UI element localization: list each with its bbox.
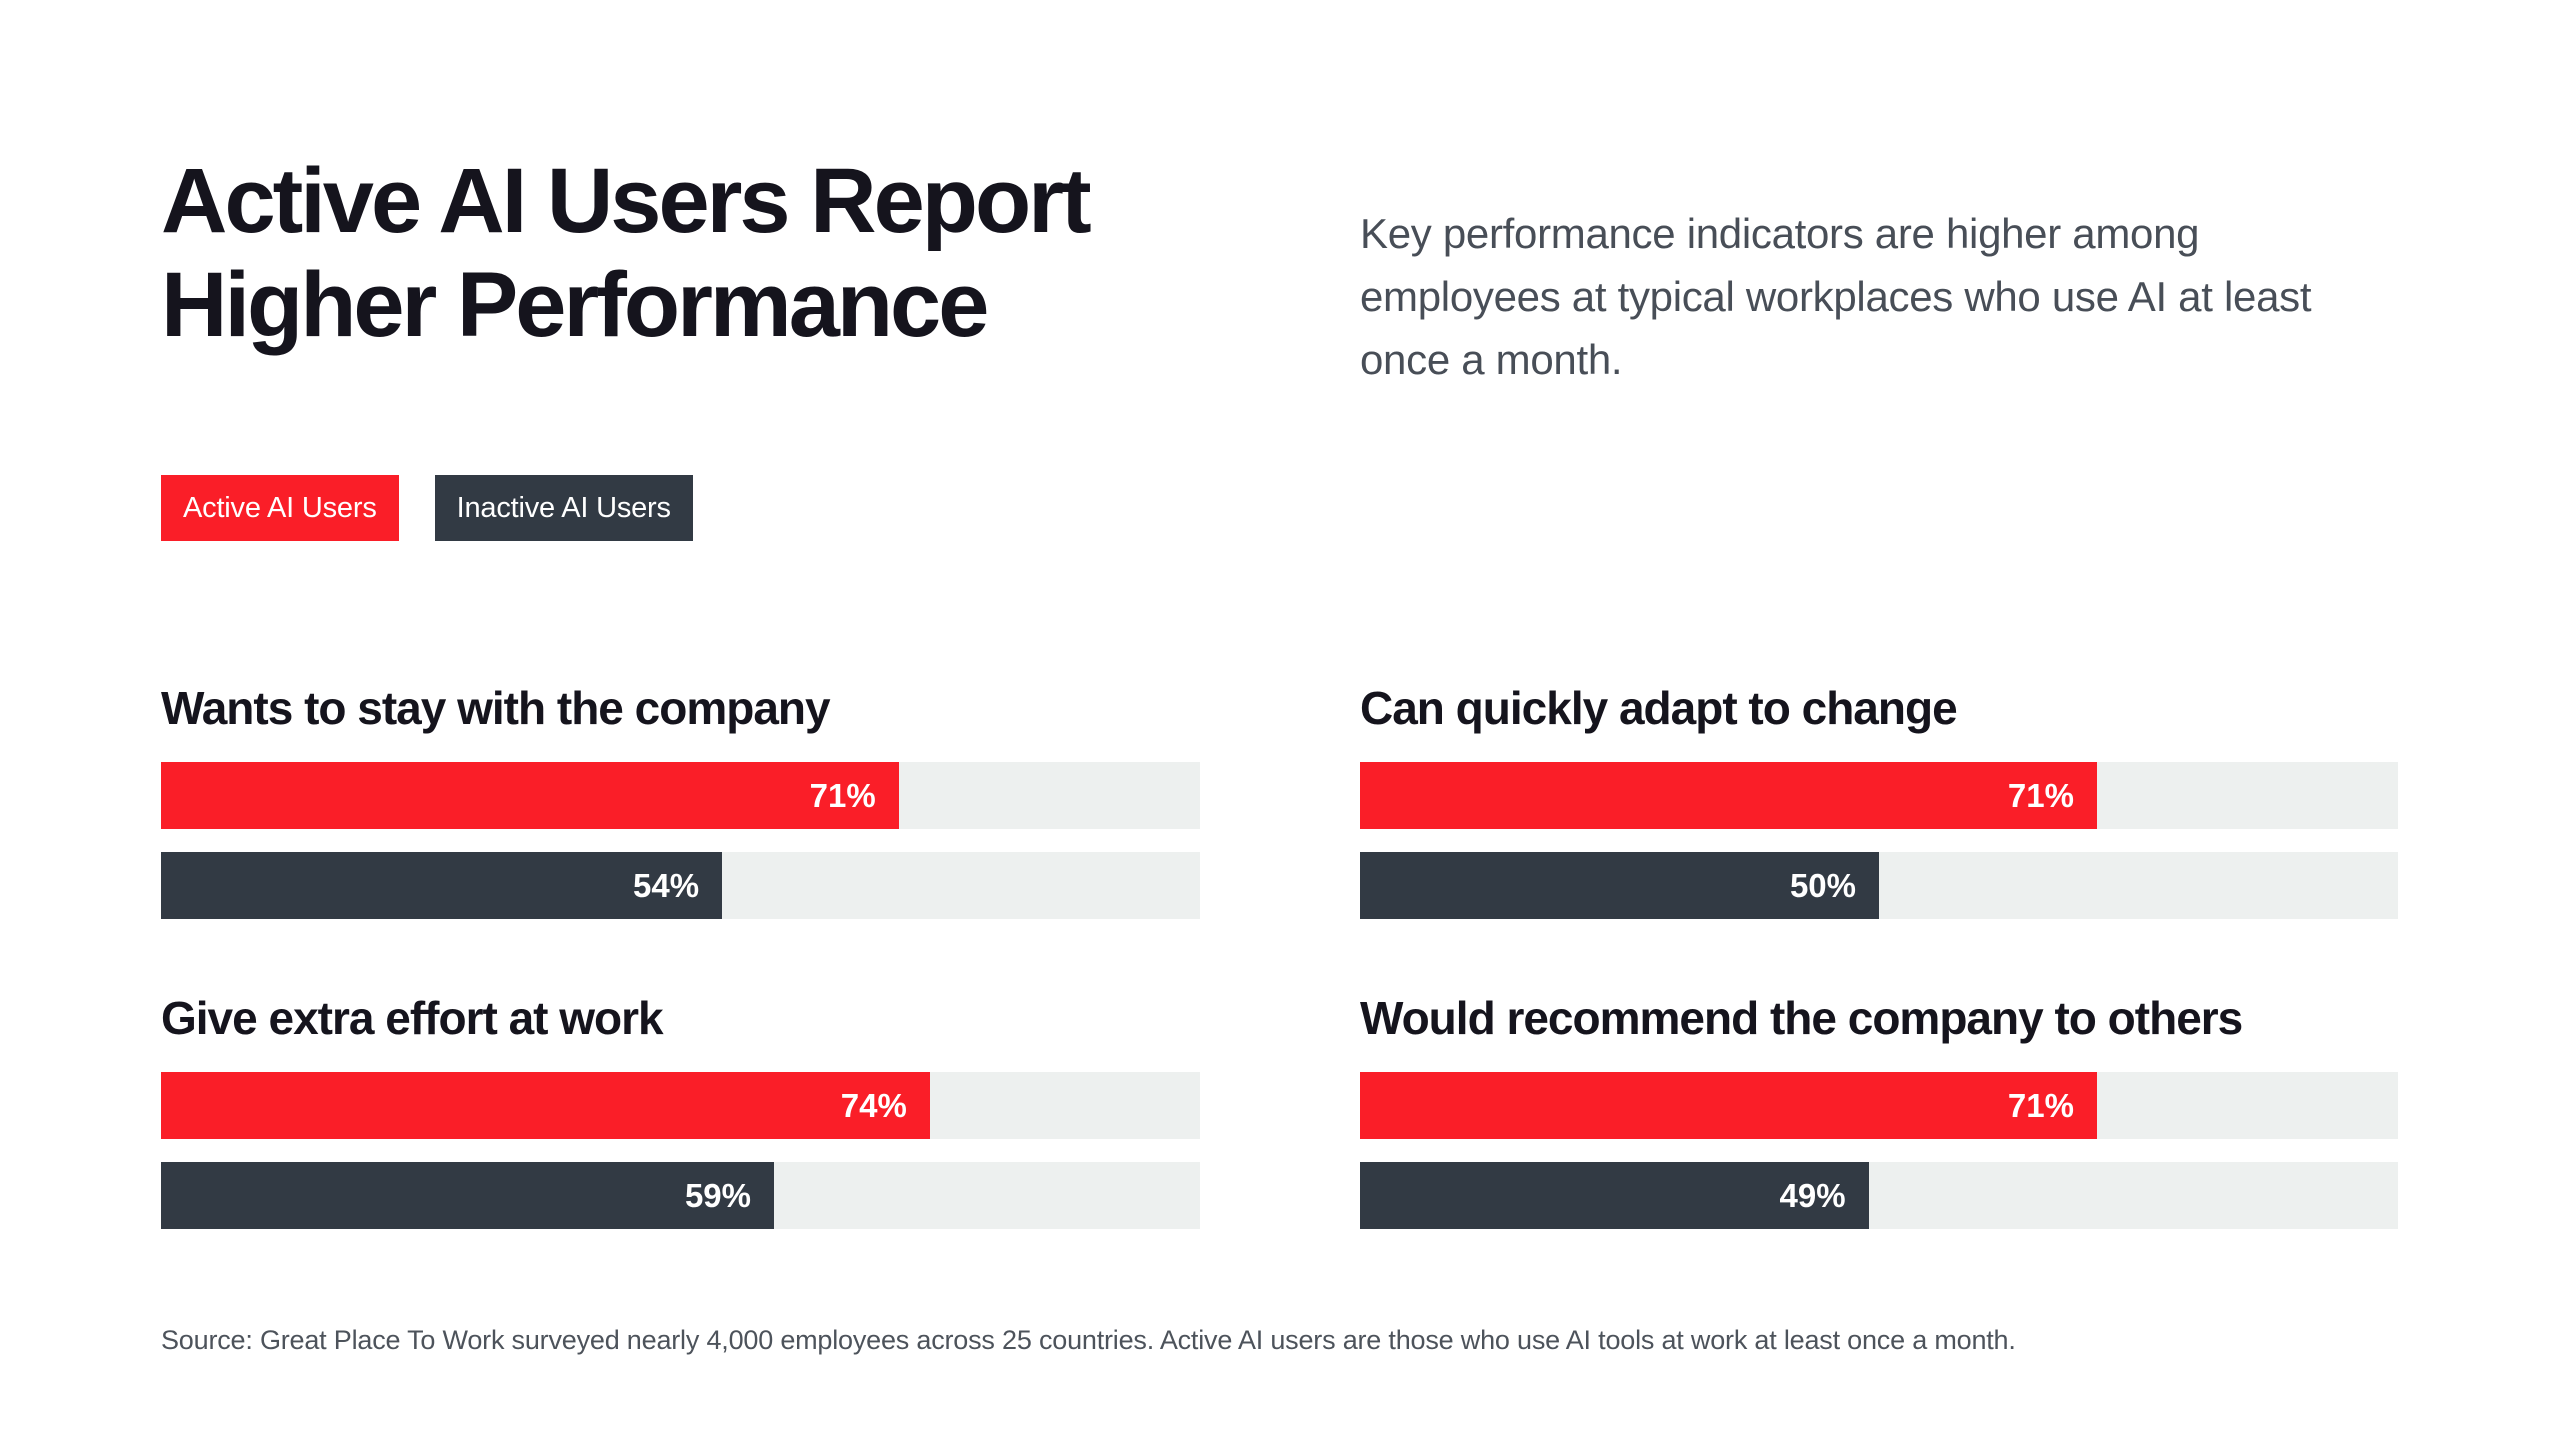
bar-active-ai-users: 71%: [1360, 1072, 2097, 1140]
chart-legend: Active AI Users Inactive AI Users: [161, 475, 2398, 541]
chart-group-extra-effort: Give extra effort at work 74% 59%: [161, 991, 1200, 1230]
bar-track: 54%: [161, 852, 1200, 920]
charts-grid: Wants to stay with the company 71% 54% C…: [161, 681, 2398, 1230]
bar-value-label: 74%: [840, 1086, 907, 1124]
chart-group-stay-with-company: Wants to stay with the company 71% 54%: [161, 681, 1200, 920]
chart-group-adapt-to-change: Can quickly adapt to change 71% 50%: [1360, 681, 2398, 920]
page-title-line1: Active AI Users Report: [161, 150, 1092, 252]
bar-inactive-ai-users: 50%: [1360, 852, 1879, 920]
chart-group-title: Give extra effort at work: [161, 992, 664, 1045]
bar-track: 74%: [161, 1072, 1200, 1140]
bar-active-ai-users: 74%: [161, 1072, 930, 1140]
page-title-line2: Higher Performance: [161, 253, 989, 356]
chart-group-recommend-company: Would recommend the company to others 71…: [1360, 991, 2398, 1230]
bar-track: 71%: [161, 762, 1200, 830]
bar-value-label: 71%: [809, 776, 876, 814]
page-description: Key performance indicators are higher am…: [1360, 210, 2312, 383]
bar-track: 50%: [1360, 852, 2398, 920]
bar-active-ai-users: 71%: [1360, 762, 2097, 830]
bar-inactive-ai-users: 59%: [161, 1162, 774, 1230]
bar-value-label: 59%: [684, 1176, 751, 1214]
bar-track: 71%: [1360, 762, 2398, 830]
legend-item-inactive-ai-users: Inactive AI Users: [434, 475, 693, 541]
legend-item-active-ai-users: Active AI Users: [161, 475, 399, 541]
bar-active-ai-users: 71%: [161, 762, 899, 830]
bar-track: 59%: [161, 1162, 1200, 1230]
bar-value-label: 54%: [632, 866, 700, 904]
bar-value-label: 50%: [1789, 866, 1856, 904]
source-note: Source: Great Place To Work surveyed nea…: [161, 1325, 2016, 1356]
chart-group-title: Wants to stay with the company: [161, 682, 831, 734]
page-title: Active AI Users Report Higher Performance: [161, 150, 1441, 358]
chart-group-title: Can quickly adapt to change: [1360, 682, 1958, 734]
header: Active AI Users Report Higher Performance…: [161, 150, 2398, 391]
bar-inactive-ai-users: 54%: [161, 852, 723, 920]
bar-value-label: 49%: [1779, 1176, 1846, 1214]
chart-group-title: Would recommend the company to others: [1360, 992, 2243, 1045]
bar-inactive-ai-users: 49%: [1360, 1162, 1869, 1230]
bar-value-label: 71%: [2007, 776, 2074, 814]
bar-track: 71%: [1360, 1072, 2398, 1140]
bar-value-label: 71%: [2007, 1086, 2074, 1124]
bar-track: 49%: [1360, 1162, 2398, 1230]
